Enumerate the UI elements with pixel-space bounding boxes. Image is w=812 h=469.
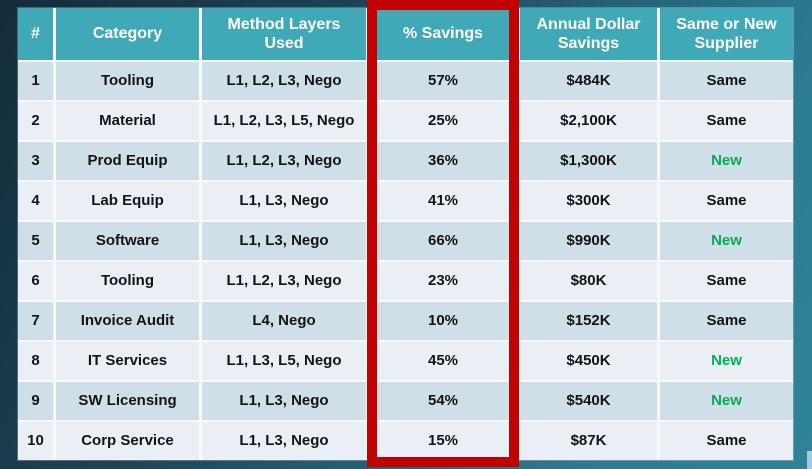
table-row: 4 Lab Equip L1, L3, Nego 41% $300K Same (18, 182, 793, 220)
cell-row-number: 9 (18, 382, 53, 420)
cell-savings-pct: 10% (369, 302, 517, 340)
cell-annual-savings: $87K (520, 422, 657, 460)
cell-category: IT Services (56, 342, 199, 380)
cell-category: Tooling (56, 62, 199, 100)
cell-row-number: 5 (18, 222, 53, 260)
table-row: 2 Material L1, L2, L3, L5, Nego 25% $2,1… (18, 102, 793, 140)
cell-supplier: New (660, 342, 793, 380)
cell-category: SW Licensing (56, 382, 199, 420)
cell-category: Prod Equip (56, 142, 199, 180)
cell-method-layers: L1, L3, Nego (202, 222, 366, 260)
cell-row-number: 10 (18, 422, 53, 460)
table-row: 7 Invoice Audit L4, Nego 10% $152K Same (18, 302, 793, 340)
cell-method-layers: L1, L3, Nego (202, 422, 366, 460)
col-header-supplier: Same or New Supplier (660, 8, 793, 60)
table-row: 5 Software L1, L3, Nego 66% $990K New (18, 222, 793, 260)
corner-accent (807, 451, 812, 469)
cell-annual-savings: $1,300K (520, 142, 657, 180)
table-row: 10 Corp Service L1, L3, Nego 15% $87K Sa… (18, 422, 793, 460)
cell-annual-savings: $450K (520, 342, 657, 380)
cell-method-layers: L4, Nego (202, 302, 366, 340)
cell-annual-savings: $2,100K (520, 102, 657, 140)
cell-annual-savings: $484K (520, 62, 657, 100)
cell-row-number: 7 (18, 302, 53, 340)
cell-row-number: 8 (18, 342, 53, 380)
cell-annual-savings: $152K (520, 302, 657, 340)
cell-row-number: 4 (18, 182, 53, 220)
cell-category: Invoice Audit (56, 302, 199, 340)
cell-row-number: 3 (18, 142, 53, 180)
col-header-savings-pct: % Savings (369, 8, 517, 60)
table-row: 6 Tooling L1, L2, L3, Nego 23% $80K Same (18, 262, 793, 300)
table-header-row: # Category Method Layers Used % Savings … (18, 8, 793, 60)
cell-annual-savings: $80K (520, 262, 657, 300)
cell-row-number: 1 (18, 62, 53, 100)
cell-method-layers: L1, L3, L5, Nego (202, 342, 366, 380)
table-row: 9 SW Licensing L1, L3, Nego 54% $540K Ne… (18, 382, 793, 420)
cell-savings-pct: 25% (369, 102, 517, 140)
cell-supplier: New (660, 142, 793, 180)
cell-savings-pct: 54% (369, 382, 517, 420)
cell-method-layers: L1, L2, L3, L5, Nego (202, 102, 366, 140)
cell-supplier: Same (660, 182, 793, 220)
cell-row-number: 2 (18, 102, 53, 140)
cell-savings-pct: 45% (369, 342, 517, 380)
cell-savings-pct: 41% (369, 182, 517, 220)
cell-savings-pct: 15% (369, 422, 517, 460)
cell-annual-savings: $990K (520, 222, 657, 260)
cell-method-layers: L1, L2, L3, Nego (202, 142, 366, 180)
table-row: 8 IT Services L1, L3, L5, Nego 45% $450K… (18, 342, 793, 380)
cell-row-number: 6 (18, 262, 53, 300)
cell-category: Tooling (56, 262, 199, 300)
cell-annual-savings: $300K (520, 182, 657, 220)
cell-savings-pct: 57% (369, 62, 517, 100)
table-row: 3 Prod Equip L1, L2, L3, Nego 36% $1,300… (18, 142, 793, 180)
cell-savings-pct: 23% (369, 262, 517, 300)
cell-method-layers: L1, L3, Nego (202, 182, 366, 220)
col-header-category: Category (56, 8, 199, 60)
cell-category: Corp Service (56, 422, 199, 460)
cell-annual-savings: $540K (520, 382, 657, 420)
cell-method-layers: L1, L2, L3, Nego (202, 62, 366, 100)
cell-category: Software (56, 222, 199, 260)
cell-method-layers: L1, L3, Nego (202, 382, 366, 420)
cell-supplier: Same (660, 422, 793, 460)
cell-category: Lab Equip (56, 182, 199, 220)
table-row: 1 Tooling L1, L2, L3, Nego 57% $484K Sam… (18, 62, 793, 100)
cell-supplier: New (660, 382, 793, 420)
cell-supplier: Same (660, 102, 793, 140)
col-header-number: # (18, 8, 53, 60)
cell-method-layers: L1, L2, L3, Nego (202, 262, 366, 300)
col-header-method-layers: Method Layers Used (202, 8, 366, 60)
cell-savings-pct: 36% (369, 142, 517, 180)
col-header-annual-savings: Annual Dollar Savings (520, 8, 657, 60)
cell-supplier: New (660, 222, 793, 260)
cell-supplier: Same (660, 62, 793, 100)
cell-category: Material (56, 102, 199, 140)
cell-savings-pct: 66% (369, 222, 517, 260)
savings-table: # Category Method Layers Used % Savings … (18, 8, 793, 460)
cell-supplier: Same (660, 302, 793, 340)
cell-supplier: Same (660, 262, 793, 300)
